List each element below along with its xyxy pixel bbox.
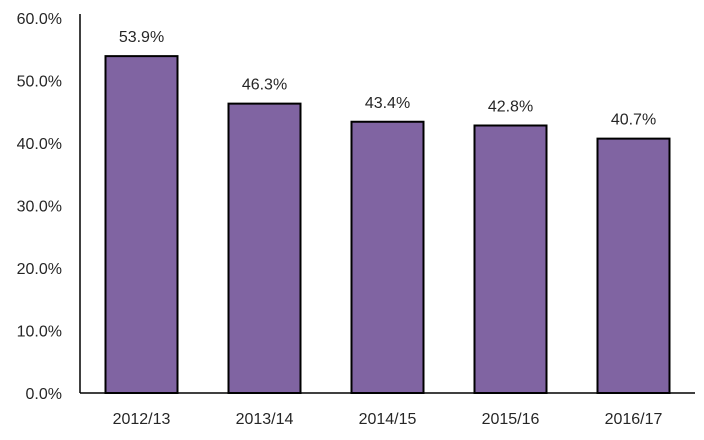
bar-2016-17 (596, 137, 671, 394)
y-tick-label: 30.0% (17, 199, 62, 216)
y-tick-label: 40.0% (17, 136, 62, 153)
y-tick-label: 20.0% (17, 261, 62, 278)
x-tick-label: 2015/16 (482, 411, 540, 428)
bar-2012-13 (104, 55, 179, 394)
x-axis: 2012/13 2013/14 2014/15 2015/16 2016/17 (80, 392, 695, 428)
y-tick-label: 0.0% (26, 386, 62, 403)
x-tick-label: 2014/15 (359, 411, 417, 428)
data-label: 46.3% (242, 77, 287, 94)
y-axis: 0.0% 10.0% 20.0% 30.0% 40.0% 50.0% 60.0% (17, 11, 81, 403)
data-labels: 53.9% 46.3% 43.4% 42.8% 40.7% (119, 29, 656, 129)
y-tick-label: 60.0% (17, 11, 62, 28)
x-tick-label: 2016/17 (605, 411, 663, 428)
data-label: 53.9% (119, 29, 164, 46)
x-tick-label: 2012/13 (113, 411, 171, 428)
data-label: 42.8% (488, 99, 533, 116)
y-tick-label: 10.0% (17, 324, 62, 341)
bar-2014-15 (350, 120, 425, 394)
data-label: 40.7% (611, 112, 656, 129)
data-label: 43.4% (365, 95, 410, 112)
bar-2013-14 (227, 102, 302, 394)
bar-2015-16 (473, 124, 548, 394)
y-tick-label: 50.0% (17, 74, 62, 91)
x-tick-label: 2013/14 (236, 411, 294, 428)
